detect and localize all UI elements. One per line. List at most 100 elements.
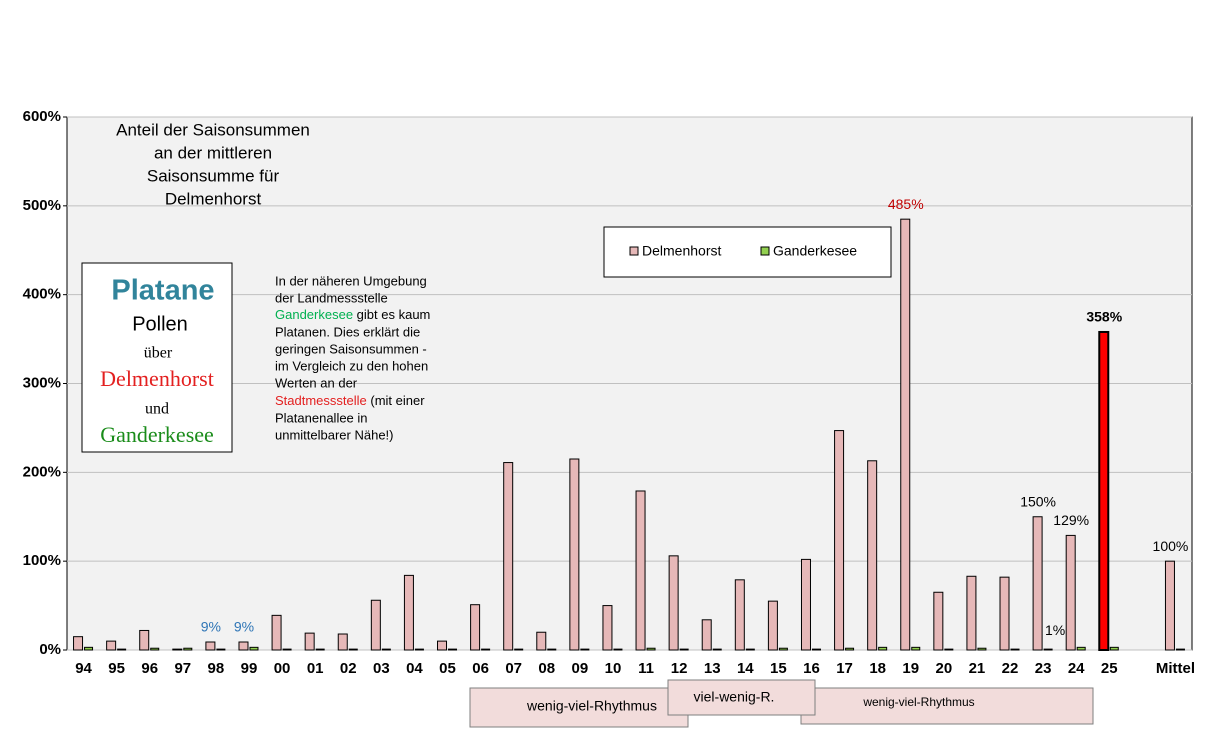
bar xyxy=(977,647,987,651)
legend-swatch xyxy=(629,246,639,256)
x-tick-label: 00 xyxy=(274,660,291,677)
title-line: an der mittleren xyxy=(154,143,272,162)
bar xyxy=(602,605,613,651)
bar xyxy=(679,648,689,651)
note-line: unmittelbarer Nähe!) xyxy=(275,427,394,442)
bar xyxy=(139,629,150,651)
y-tick-label: 200% xyxy=(23,463,61,480)
x-tick-label: 98 xyxy=(208,660,225,677)
bar xyxy=(845,647,855,651)
x-tick-label: 04 xyxy=(406,660,423,677)
x-tick-label: 99 xyxy=(241,660,258,677)
bar xyxy=(106,640,117,651)
bar xyxy=(238,641,249,651)
bar xyxy=(1032,516,1043,651)
bar xyxy=(878,646,888,651)
bar xyxy=(701,619,712,651)
legend-box xyxy=(603,226,892,278)
x-tick-label: 06 xyxy=(472,660,489,677)
legend-label: Ganderkesee xyxy=(773,243,857,259)
bar xyxy=(569,458,580,651)
value-label: 1% xyxy=(1045,622,1065,638)
note-text: gibt es kaum xyxy=(353,307,430,322)
bar xyxy=(315,648,325,651)
bar xyxy=(834,430,845,651)
rhythm-band xyxy=(667,679,816,716)
note-highlight: Ganderkesee xyxy=(275,307,353,322)
bar xyxy=(1043,648,1053,651)
x-tick-label: 96 xyxy=(141,660,158,677)
info-title: Platane xyxy=(111,275,214,307)
x-tick-label: 24 xyxy=(1068,660,1085,677)
rhythm-label: viel-wenig-R. xyxy=(694,689,775,705)
x-tick-label: 97 xyxy=(174,660,191,677)
note-line: Werten an der xyxy=(275,375,358,390)
x-tick-label: 10 xyxy=(605,660,622,677)
bar xyxy=(437,640,448,651)
bar xyxy=(1010,648,1020,651)
x-tick-label: 03 xyxy=(373,660,390,677)
bar xyxy=(205,641,216,651)
note-line: In der näheren Umgebung xyxy=(275,273,427,288)
x-tick-label: 09 xyxy=(572,660,589,677)
y-tick-label: 0% xyxy=(39,641,61,658)
x-tick-label: 25 xyxy=(1101,660,1118,677)
bar xyxy=(84,646,94,651)
note-line: Stadtmessstelle (mit einer xyxy=(275,393,425,408)
value-label: 485% xyxy=(888,196,924,212)
x-tick-label: 20 xyxy=(935,660,952,677)
info-box xyxy=(81,262,233,453)
bar xyxy=(150,647,160,651)
bar xyxy=(414,648,424,651)
bar xyxy=(73,636,84,651)
bar xyxy=(249,646,259,651)
bar xyxy=(1076,646,1086,651)
note-highlight: Stadtmessstelle xyxy=(275,393,367,408)
bar xyxy=(381,648,391,651)
x-tick-label: 01 xyxy=(307,660,324,677)
x-tick-label: 02 xyxy=(340,660,357,677)
title-line: Delmenhorst xyxy=(165,189,262,208)
bar xyxy=(712,648,722,651)
note-line: Platanenallee in xyxy=(275,410,368,425)
bar xyxy=(613,648,623,651)
x-tick-label: 16 xyxy=(803,660,820,677)
bar xyxy=(536,631,547,651)
bar xyxy=(1109,646,1119,651)
bar xyxy=(1065,534,1076,651)
note-line: Platanen. Dies erklärt die xyxy=(275,324,420,339)
title: Anteil der Saisonsummen an der mittleren… xyxy=(116,120,310,208)
x-tick-label: 18 xyxy=(869,660,886,677)
bar xyxy=(911,646,921,651)
value-label: 358% xyxy=(1086,309,1122,325)
marks: 9% 9% 485% 150% 1% 129% 358% 100% xyxy=(73,196,1188,651)
bar xyxy=(172,648,183,651)
bar xyxy=(900,218,911,651)
value-label: 129% xyxy=(1053,512,1089,528)
title-line: Anteil der Saisonsummen xyxy=(116,120,310,139)
x-tick-label: 19 xyxy=(902,660,919,677)
value-label: 9% xyxy=(201,619,221,635)
x-tick-label: 08 xyxy=(538,660,555,677)
x-tick-label: 95 xyxy=(108,660,125,677)
bar xyxy=(1175,648,1185,651)
bar xyxy=(867,460,878,651)
bar xyxy=(282,648,292,651)
x-tick-label: 11 xyxy=(638,660,654,677)
x-tick-label: 94 xyxy=(75,660,92,677)
x-tick-label: 14 xyxy=(737,660,754,677)
bar xyxy=(1098,330,1110,651)
x-tick-label: 17 xyxy=(836,660,853,677)
value-label: 150% xyxy=(1020,493,1056,509)
bar xyxy=(745,648,755,651)
x-tick-label: 15 xyxy=(770,660,787,677)
rhythm-bands: wenig-viel-Rhythmus wenig-viel-Rhythmus … xyxy=(469,679,1094,728)
info-line: Pollen xyxy=(132,313,188,335)
info-line: Ganderkesee xyxy=(100,422,214,447)
bar xyxy=(216,648,226,651)
note: In der näheren Umgebung der Landmessstel… xyxy=(275,273,430,442)
bar xyxy=(348,648,358,651)
note-line: im Vergleich zu den hohen xyxy=(275,358,428,373)
x-tick-label: 07 xyxy=(505,660,522,677)
